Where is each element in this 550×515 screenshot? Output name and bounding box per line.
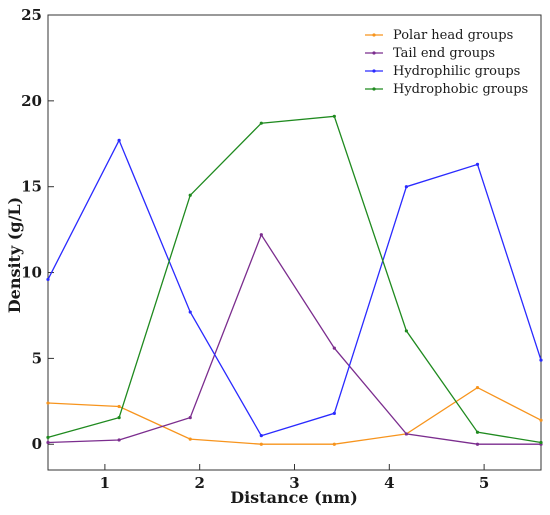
legend-label: Hydrophobic groups: [393, 82, 528, 97]
x-tick-label: 4: [384, 474, 394, 492]
data-point-hydrophobic-groups: [188, 193, 192, 197]
legend-marker: [372, 69, 376, 73]
data-point-hydrophobic-groups: [475, 430, 480, 434]
x-tick-label: 5: [479, 474, 489, 492]
legend-item-hydrophobic-groups: Hydrophobic groups: [365, 82, 528, 97]
data-point-polar-head-groups: [188, 437, 192, 441]
series-layer: [46, 114, 543, 446]
series-hydrophobic-groups: [46, 114, 543, 445]
legend-item-polar-head-groups: Polar head groups: [365, 28, 513, 43]
y-tick-label: 20: [21, 92, 42, 110]
data-point-polar-head-groups: [475, 385, 480, 390]
x-axis: 1 2 3 4 5: [100, 464, 489, 492]
legend-item-tail-end-groups: Tail end groups: [365, 46, 495, 61]
legend-item-hydrophilic-groups: Hydrophilic groups: [365, 64, 520, 79]
legend: Polar head groups Tail end groups Hydrophi…: [365, 28, 528, 97]
series-line-hydrophobic-groups: [47, 115, 542, 444]
legend-marker: [372, 33, 376, 37]
legend-label: Hydrophilic groups: [393, 64, 520, 79]
data-point-hydrophilic-groups: [475, 162, 480, 166]
data-point-hydrophobic-groups: [332, 114, 336, 118]
y-tick-label: 5: [32, 349, 42, 367]
y-tick-label: 0: [32, 435, 42, 453]
x-tick-label: 3: [289, 474, 299, 492]
y-tick-label: 10: [21, 264, 42, 282]
legend-label: Tail end groups: [393, 46, 495, 61]
data-point-tail-end-groups: [46, 440, 50, 445]
data-point-polar-head-groups: [259, 442, 263, 446]
y-tick-label: 15: [21, 178, 42, 196]
data-point-hydrophilic-groups: [46, 277, 50, 282]
x-tick-label: 2: [194, 474, 204, 492]
series-line-polar-head-groups: [47, 386, 542, 445]
data-point-hydrophilic-groups: [539, 358, 543, 362]
series-hydrophilic-groups: [46, 138, 543, 438]
series-line-tail-end-groups: [47, 233, 541, 445]
series-line-hydrophilic-groups: [47, 138, 542, 437]
legend-marker: [372, 51, 376, 55]
y-tick-label: 25: [21, 6, 42, 24]
data-point-hydrophobic-groups: [117, 416, 121, 420]
data-point-tail-end-groups: [475, 442, 480, 446]
data-point-hydrophobic-groups: [259, 121, 263, 125]
data-point-tail-end-groups: [188, 416, 192, 420]
data-point-hydrophilic-groups: [117, 138, 121, 142]
series-polar-head-groups: [46, 385, 543, 446]
data-point-polar-head-groups: [117, 404, 121, 409]
legend-label: Polar head groups: [393, 28, 513, 43]
data-point-tail-end-groups: [259, 233, 263, 237]
legend-marker: [372, 87, 376, 91]
data-point-tail-end-groups: [117, 438, 121, 442]
data-point-hydrophilic-groups: [332, 411, 336, 415]
data-point-hydrophilic-groups: [188, 310, 192, 314]
y-axis-title: Density (g/L): [5, 197, 24, 313]
data-point-polar-head-groups: [332, 442, 336, 446]
data-point-hydrophobic-groups: [539, 440, 543, 445]
data-point-hydrophobic-groups: [404, 329, 408, 333]
data-point-polar-head-groups: [539, 418, 543, 422]
x-tick-label: 1: [100, 474, 110, 492]
data-point-hydrophilic-groups: [259, 434, 263, 438]
data-point-tail-end-groups: [404, 432, 408, 436]
data-point-hydrophilic-groups: [404, 185, 408, 189]
data-point-polar-head-groups: [46, 401, 50, 405]
data-point-tail-end-groups: [332, 346, 336, 350]
y-axis: 0 5 10 15 20 25: [21, 6, 54, 453]
data-point-hydrophobic-groups: [46, 435, 50, 439]
x-axis-title: Distance (nm): [230, 488, 358, 507]
